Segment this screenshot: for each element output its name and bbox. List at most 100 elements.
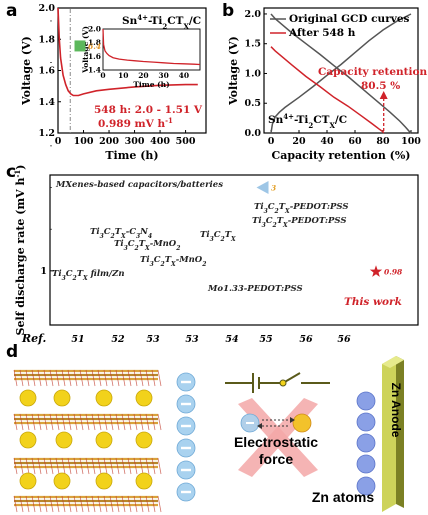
panel-c-xlabel: Ref. <box>21 332 46 345</box>
point-name-label: Ti3C2TX-MnO2 <box>114 239 180 252</box>
inset-ytick: 1.8 <box>88 38 101 47</box>
inset-xtick: 40 <box>179 71 189 80</box>
panel-a-ytick: 1.8 <box>38 34 55 45</box>
inset-ytick: 2.0 <box>88 25 101 34</box>
panel-label-a: a <box>6 1 17 21</box>
zn-atom <box>356 476 376 496</box>
mxene-layer <box>13 369 162 387</box>
anion-sphere <box>176 394 196 414</box>
panel-b-arrow-head <box>379 91 388 99</box>
panel-b-ytick: 0.5 <box>244 98 261 109</box>
ion-sphere <box>95 472 113 490</box>
force-label-line-1: Electrostatic <box>234 434 318 450</box>
inset-xtick: 20 <box>138 71 148 80</box>
panel-a-ytick: 1.6 <box>38 66 55 77</box>
legend-label-after: After 548 h <box>288 27 356 39</box>
point-name-label: Ti3C2TX-PEDOT:PSS <box>252 216 347 229</box>
ion-sphere <box>55 431 73 449</box>
panel-b-xtick: 20 <box>292 136 306 147</box>
panel-a-xtick: 500 <box>176 136 196 147</box>
inset-xtick: 10 <box>118 71 128 80</box>
panel-a-curve <box>57 7 198 97</box>
ion-sphere <box>95 431 113 449</box>
point-name-label: Ti3C2TX-MnO2 <box>140 255 206 268</box>
panel-b-xtick: 0 <box>268 136 275 147</box>
data-point-0: 6.4 Ti3C2TX film/Zn <box>52 40 125 282</box>
point-name-label: Ti3C2TX-C3N4 <box>90 227 152 240</box>
panel-c-xref: 53 <box>146 334 160 345</box>
panel-a-xtick: 0 <box>55 136 62 147</box>
panel-a-ytick: 1.4 <box>38 97 55 108</box>
panel-c-title: MXenes-based capacitors/batteries <box>55 180 223 190</box>
data-point-4: 100Ti3C2TX <box>200 230 236 243</box>
panel-c-xref: 51 <box>71 334 84 345</box>
data-point-2: 42.85Ti3C2TX-MnO2 <box>114 239 180 252</box>
panel-a-xtick: 400 <box>150 136 170 147</box>
mxene-layer <box>13 413 162 431</box>
panel-c-xref: 56 <box>337 334 351 345</box>
panel-b-xtick: 60 <box>348 136 362 147</box>
panel-c-xref: 56 <box>299 334 313 345</box>
panel-a-ytick: 2.0 <box>38 3 55 14</box>
data-point-8: 0.98 This work <box>344 265 403 308</box>
anion-sphere <box>176 482 196 502</box>
panel-c-xref: 52 <box>111 334 125 345</box>
ion-sphere <box>19 431 37 449</box>
panel-a-annotation-2: 0.989 mV h-1 <box>98 116 173 131</box>
ion-sphere <box>135 472 153 490</box>
zn-atoms-label: Zn atoms <box>312 489 374 505</box>
point-name-label: Ti3C2TX film/Zn <box>52 269 125 282</box>
panel-a-xtick: 100 <box>74 136 94 147</box>
panel-label-b: b <box>222 1 234 21</box>
panel-c-frame <box>49 174 419 326</box>
panel-c-xref: 54 <box>225 334 238 345</box>
zn-atom <box>356 391 376 411</box>
ion-sphere <box>19 389 37 407</box>
panel-b-ytick: 0.0 <box>244 128 261 139</box>
anion-sphere <box>176 416 196 436</box>
marker-star <box>369 265 383 277</box>
panel-b-sample-label: Sn4+-Ti2CTX/C <box>268 112 347 130</box>
zn-anode-label: Zn Anode <box>389 383 403 438</box>
anion-sphere <box>176 438 196 458</box>
data-label: 6.4 <box>88 42 101 51</box>
panel-label-d: d <box>6 342 18 362</box>
point-name-label: Mo1.33-PEDOT:PSS <box>207 284 303 294</box>
inset-xlabel: Time (h) <box>133 80 169 89</box>
panel-c-chart: 1 10 100 100 0 MXenes-based capacitors/batter… <box>13 20 419 345</box>
point-name-label: Ti3C2TX-PEDOT:PSS <box>254 202 349 215</box>
data-label: 0.98 <box>384 268 403 277</box>
mxene-layer <box>13 495 162 513</box>
panel-b-frame <box>263 7 419 134</box>
panel-c-ylabel: Self discharge rate (mV h-1) <box>13 165 28 336</box>
panel-b-ytick: 1.0 <box>244 68 261 79</box>
ion-sphere <box>53 389 71 407</box>
circuit-icon <box>225 372 330 393</box>
panel-a-annotation-1: 548 h: 2.0 - 1.51 V <box>94 104 203 116</box>
zn-atom <box>356 433 376 453</box>
force-label-line-2: force <box>259 451 293 467</box>
panel-a-ylabel: Voltage (V) <box>20 36 33 106</box>
panel-c-xref: 55 <box>259 334 273 345</box>
panel-b-xtick: 40 <box>320 136 334 147</box>
ion-sphere <box>135 389 153 407</box>
inset-xtick: 0 <box>100 71 105 80</box>
panel-c-xref: 53 <box>185 334 199 345</box>
panel-b-series-0 <box>270 13 412 134</box>
panel-b-xtick: 100 <box>401 136 421 147</box>
panel-c-ytick: 1 <box>40 266 47 277</box>
panel-b-chart: 0.0 0.5 1.0 1.5 2.0 0 20 40 60 80 100 Capacity rete… <box>227 7 428 162</box>
zn-atom <box>356 412 376 432</box>
data-point-3: 20Ti3C2TX-MnO2 <box>140 255 206 268</box>
panel-b-ytick: 1.5 <box>244 39 261 50</box>
inset-ytick: 1.4 <box>88 66 101 75</box>
panel-b-xtick: 80 <box>376 136 390 147</box>
panel-b-series-2 <box>270 46 385 134</box>
panel-a-xtick: 200 <box>99 136 119 147</box>
anion-sphere <box>176 460 196 480</box>
panel-label-c: c <box>6 162 16 182</box>
panel-a-xtick: 300 <box>125 136 145 147</box>
